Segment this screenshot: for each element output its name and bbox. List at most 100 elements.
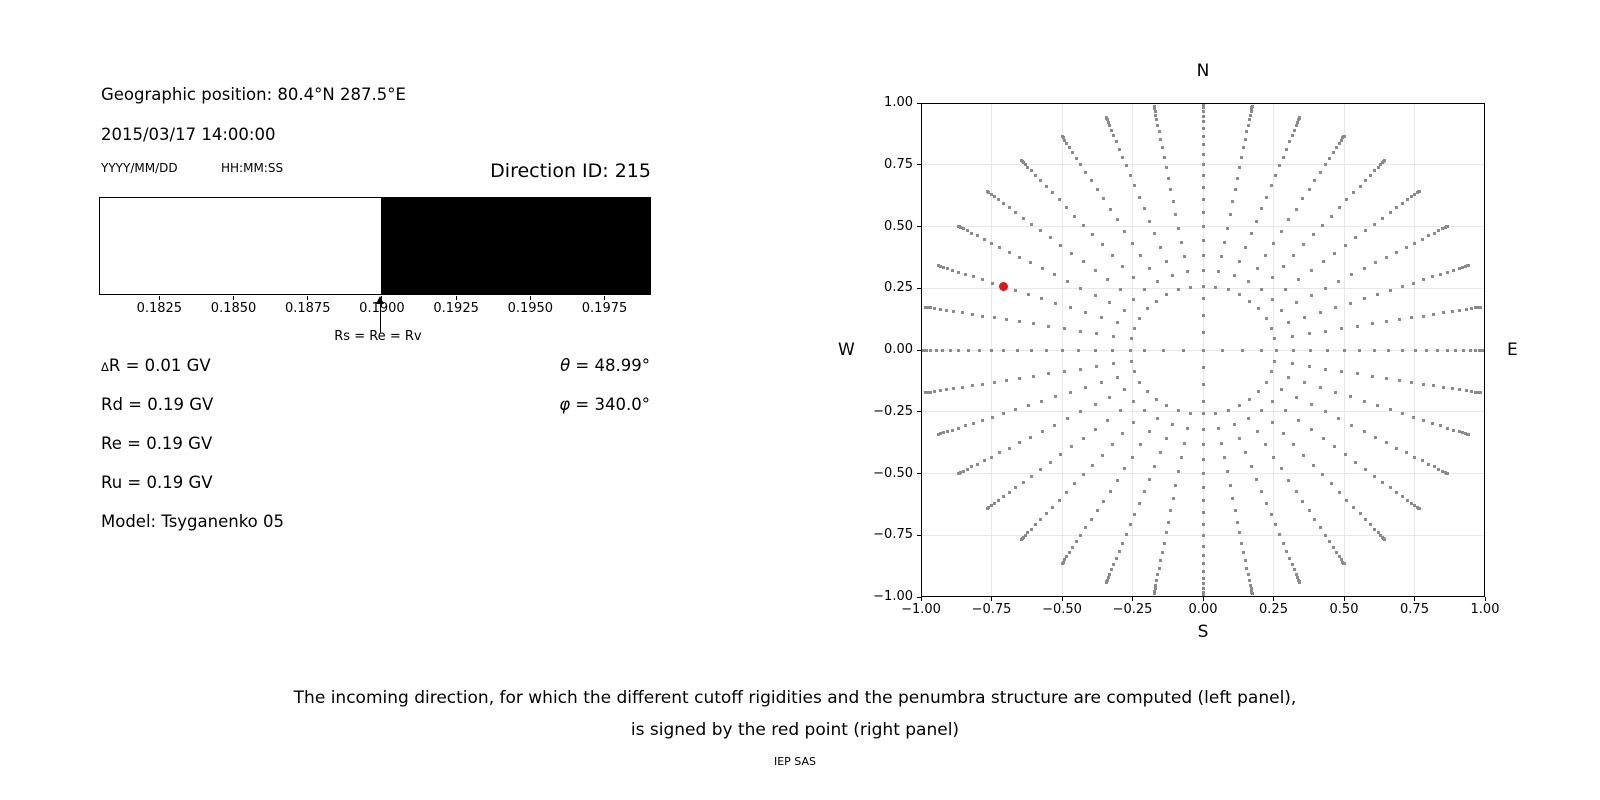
direction-grid-dot <box>1153 109 1157 113</box>
direction-grid-dot <box>1420 237 1424 241</box>
direction-grid-dot <box>1023 162 1027 166</box>
direction-grid-dot <box>1302 453 1306 457</box>
direction-grid-dot <box>1048 460 1052 464</box>
direction-grid-dot <box>975 234 979 238</box>
direction-grid-dot <box>1321 473 1324 477</box>
direction-grid-dot <box>1269 184 1273 188</box>
direction-grid-dot <box>1201 553 1205 557</box>
direction-grid-dot <box>1201 173 1205 177</box>
direction-grid-dot <box>1089 178 1093 182</box>
direction-grid-dot <box>1164 259 1168 263</box>
direction-grid-dot <box>1226 226 1229 230</box>
direction-grid-dot <box>970 312 974 316</box>
direction-grid-dot <box>1297 418 1300 422</box>
direction-grid-dot <box>1255 430 1259 434</box>
direction-grid-dot <box>1181 348 1185 352</box>
penumbra-tick-label: 0.1825 <box>136 301 183 316</box>
direction-grid-dot <box>1323 286 1327 290</box>
x-tick-mark <box>1343 597 1345 601</box>
direction-grid-dot <box>1454 348 1458 352</box>
direction-grid-dot <box>1032 374 1036 378</box>
direction-grid-dot <box>1091 233 1095 237</box>
direction-grid-dot <box>1201 297 1205 301</box>
direction-grid-dot <box>1060 348 1064 352</box>
direction-grid-dot <box>1007 446 1011 450</box>
direction-grid-dot <box>1362 399 1366 403</box>
direction-grid-dot <box>1017 255 1021 259</box>
direction-grid-dot <box>1427 234 1431 238</box>
direction-grid-dot <box>1164 437 1168 441</box>
direction-grid-dot <box>1432 231 1436 235</box>
direction-grid-dot <box>1411 281 1415 285</box>
direction-grid-dot <box>1321 436 1325 440</box>
model-text: Model: Tsyganenko 05 <box>101 512 285 531</box>
direction-grid-dot <box>1034 523 1037 527</box>
direction-grid-dot <box>1329 214 1333 218</box>
direction-grid-dot <box>1372 474 1376 478</box>
direction-grid-dot <box>1201 114 1205 118</box>
y-tick-mark <box>917 164 921 166</box>
penumbra-tick-mark <box>604 296 606 300</box>
direction-grid-dot <box>1101 197 1105 201</box>
direction-grid-dot <box>1112 334 1116 338</box>
direction-grid-dot <box>1458 388 1462 392</box>
direction-plot: −1.00 −0.75 −0.50 −0.25 0.00 0.25 0.50 0.75 1.00… <box>838 61 1518 642</box>
y-tick-mark <box>917 349 921 351</box>
direction-grid-dot <box>1340 327 1344 331</box>
direction-grid-dot <box>959 226 963 230</box>
direction-grid-dot <box>1226 408 1230 412</box>
direction-grid-dot <box>1274 523 1277 526</box>
y-tick-label: −1.00 <box>873 589 913 604</box>
direction-grid-dot <box>1132 420 1136 424</box>
y-tick-mark <box>917 473 921 474</box>
direction-grid-dot <box>985 189 989 193</box>
direction-grid-dot <box>1038 518 1042 522</box>
direction-grid-dot <box>1294 489 1298 493</box>
direction-grid-dot <box>1153 107 1156 111</box>
direction-grid-dot <box>1108 207 1112 211</box>
direction-grid-dot <box>992 316 996 320</box>
direction-grid-dot <box>1476 391 1480 394</box>
direction-grid-dot <box>991 281 995 285</box>
direction-grid-dot <box>1263 253 1267 257</box>
direction-grid-dot <box>1329 482 1333 486</box>
arrow-head-icon <box>376 296 385 304</box>
direction-grid-dot <box>1270 370 1274 374</box>
direction-grid-dot <box>1039 229 1043 233</box>
direction-grid-dot <box>1188 285 1192 289</box>
direction-grid-dot <box>1177 470 1180 474</box>
direction-grid-dot <box>941 431 945 435</box>
direction-grid-dot <box>1188 411 1192 415</box>
compass-north-label: N <box>1196 61 1210 81</box>
direction-grid-dot <box>1270 420 1274 424</box>
y-tick-mark <box>917 411 921 413</box>
direction-grid-dot <box>1328 540 1331 544</box>
direction-grid-dot <box>1110 253 1114 257</box>
geo-position-text: Geographic position: 80.4°N 287.5°E <box>101 85 406 104</box>
direction-grid-dot <box>923 305 927 309</box>
direction-grid-dot <box>1432 465 1436 469</box>
direction-grid-dot <box>1337 490 1341 494</box>
direction-grid-dot <box>962 227 965 231</box>
direction-grid-dot <box>1395 490 1399 494</box>
direction-grid-dot <box>965 229 969 233</box>
direction-grid-dot <box>1145 389 1149 393</box>
direction-grid-dot <box>1369 173 1372 177</box>
direction-grid-dot <box>1246 573 1250 577</box>
direction-grid-dot <box>1201 134 1205 138</box>
direction-grid-dot <box>1154 113 1158 117</box>
direction-grid-dot <box>1171 496 1175 500</box>
x-tick-label: 0.00 <box>1188 602 1218 617</box>
arrow-line <box>380 303 382 333</box>
direction-grid-dot <box>1059 243 1063 247</box>
direction-grid-dot <box>1115 478 1119 482</box>
direction-grid-dot <box>1450 387 1454 390</box>
direction-grid-dot <box>1476 306 1480 309</box>
penumbra-tick-label: 0.1850 <box>210 301 257 316</box>
direction-grid-dot <box>1176 288 1180 292</box>
direction-grid-dot <box>1431 275 1434 279</box>
direction-grid-dot <box>952 387 956 390</box>
gridline-horizontal <box>921 411 1485 413</box>
direction-grid-dot <box>952 310 956 313</box>
direction-grid-dot <box>1147 219 1151 223</box>
